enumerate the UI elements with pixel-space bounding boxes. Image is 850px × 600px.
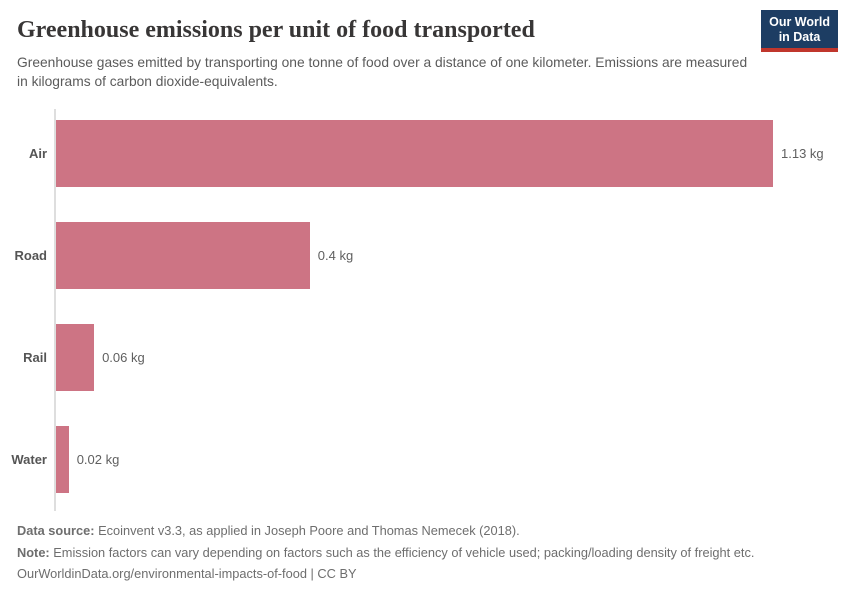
bar-value-label: 1.13 kg	[781, 146, 824, 161]
chart-subtitle: Greenhouse gases emitted by transporting…	[17, 55, 748, 89]
owid-logo[interactable]: Our World in Data	[761, 10, 838, 52]
bar-category-label: Air	[28, 146, 47, 161]
footer-attribution: OurWorldinData.org/environmental-impacts…	[17, 563, 834, 585]
bar-value-label: 0.02 kg	[76, 452, 120, 467]
owid-url-link[interactable]: OurWorldinData.org/environmental-impacts…	[17, 566, 307, 581]
separator: |	[310, 566, 314, 581]
bar-value-label: 0.06 kg	[102, 350, 145, 365]
bar-category-label: Rail	[23, 350, 47, 365]
y-axis-line	[54, 109, 56, 511]
bar-value-label: 0.4 kg	[317, 248, 354, 263]
bar-rows: Air 1.13 kg Road 0.4 kg Rail 0.06 kg Water 0.02…	[0, 120, 850, 493]
bar-row: Water 0.02 kg	[0, 426, 850, 493]
footer-note: Note: Emission factors can vary dependin…	[17, 542, 834, 564]
bar[interactable]	[56, 324, 95, 391]
bar-category-label: Road	[14, 248, 48, 263]
data-source-label: Data source:	[17, 523, 95, 538]
data-source-text: Ecoinvent v3.3, as applied in Joseph Poo…	[98, 523, 520, 538]
bar-row: Air 1.13 kg	[0, 120, 850, 187]
license-label: CC BY	[317, 566, 357, 581]
bar[interactable]	[56, 222, 310, 289]
note-label: Note:	[17, 544, 50, 560]
bar-category-label: Water	[11, 452, 47, 467]
bar[interactable]	[56, 426, 69, 493]
bar-row: Road 0.4 kg	[0, 222, 850, 289]
footer-data-source: Data source: Ecoinvent v3.3, as applied …	[17, 520, 834, 542]
page-title: Greenhouse emissions per unit of food tr…	[17, 17, 535, 43]
bar-chart: Air 1.13 kg Road 0.4 kg Rail 0.06 kg Water 0.02…	[0, 109, 850, 511]
bar-row: Rail 0.06 kg	[0, 324, 850, 391]
chart-header: Greenhouse emissions per unit of food tr…	[0, 0, 850, 91]
bar[interactable]	[56, 120, 773, 187]
owid-logo-line2: in Data	[778, 29, 821, 44]
owid-logo-line1: Our World	[769, 15, 830, 29]
chart-footer: Data source: Ecoinvent v3.3, as applied …	[17, 520, 834, 585]
note-text: Emission factors can vary depending on f…	[53, 544, 755, 560]
